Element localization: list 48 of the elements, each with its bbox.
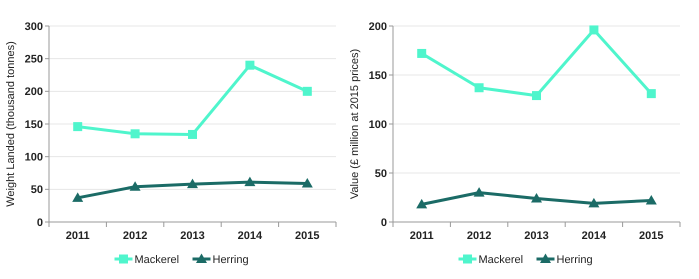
y-tick-label: 300 [24, 20, 43, 33]
point [130, 181, 141, 191]
x-tick-label: 2011 [410, 230, 434, 242]
point [302, 178, 313, 188]
point [245, 60, 254, 70]
point [302, 86, 312, 96]
y-tick-label: 150 [368, 70, 387, 82]
x-tick-label: 2011 [66, 230, 90, 242]
x-tick-label: 2013 [180, 230, 205, 242]
point [532, 91, 541, 100]
x-tick-label: 2012 [122, 230, 148, 242]
y-tick-label: 50 [374, 168, 387, 180]
y-tick-label: 100 [368, 118, 387, 131]
point [417, 48, 426, 58]
point [187, 178, 198, 188]
point [474, 187, 485, 197]
y-tick-label: 200 [368, 20, 387, 33]
x-tick-label: 2013 [524, 230, 549, 242]
y-axis-title: Weight Landed (thousand tonnes) [5, 41, 17, 207]
point [73, 122, 82, 132]
point [72, 192, 84, 202]
y-tick-label: 50 [30, 184, 43, 196]
point [416, 198, 428, 208]
x-tick-label: 2012 [466, 230, 492, 242]
legend-label: Mackerel [134, 254, 180, 266]
y-tick-label: 0 [36, 216, 43, 229]
y-tick-label: 150 [24, 118, 43, 131]
x-tick-label: 2015 [295, 230, 320, 242]
x-tick-label: 2014 [238, 230, 264, 242]
point [130, 129, 140, 138]
y-tick-label: 100 [24, 152, 43, 164]
y-tick-label: 0 [380, 216, 387, 229]
point [588, 198, 600, 208]
point [531, 192, 542, 202]
x-tick-label: 2015 [639, 230, 664, 242]
y-tick-label: 200 [24, 86, 43, 98]
legend-label: Herring [556, 254, 593, 266]
point [589, 25, 598, 34]
legend-label: Mackerel [478, 254, 524, 266]
legend-label: Herring [212, 254, 249, 266]
point [646, 89, 656, 98]
point [188, 130, 197, 139]
y-tick-label: 250 [24, 54, 43, 66]
point [474, 83, 484, 92]
y-axis-title: Value (£ million at 2015 prices) [349, 48, 361, 200]
x-tick-label: 2014 [582, 230, 608, 242]
point [646, 194, 657, 204]
point [244, 176, 256, 186]
